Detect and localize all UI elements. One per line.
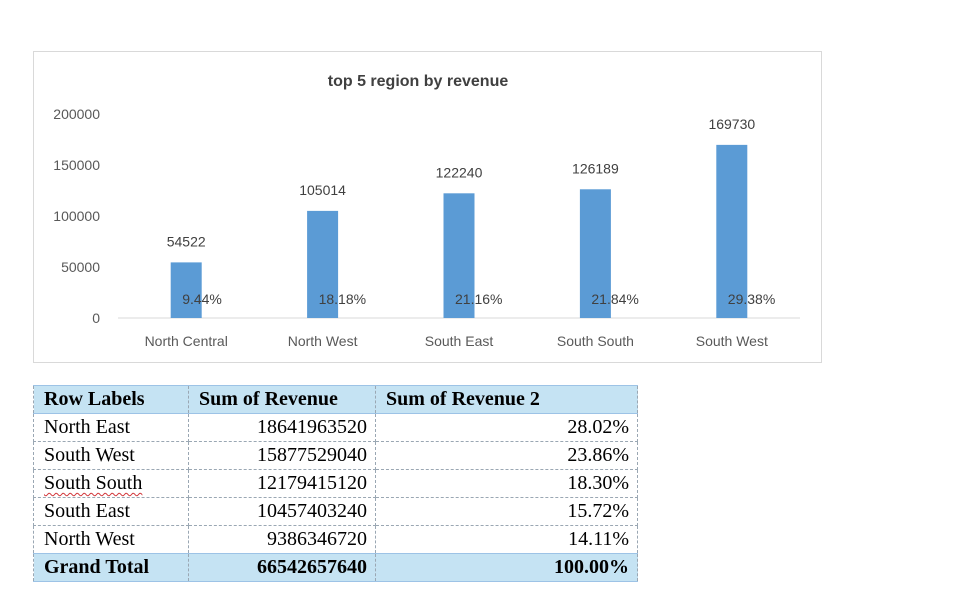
- y-tick-label: 50000: [61, 259, 100, 275]
- column-header[interactable]: Sum of Revenue 2: [375, 385, 638, 414]
- share-cell[interactable]: 23.86%: [375, 441, 638, 470]
- revenue-cell[interactable]: 18641963520: [188, 413, 376, 442]
- column-header[interactable]: Sum of Revenue: [188, 385, 376, 414]
- bar[interactable]: [170, 262, 202, 318]
- table-row: South South 12179415120 18.30%: [33, 469, 638, 498]
- y-axis-ticks: 0 50000 100000 150000 200000: [53, 106, 100, 326]
- table-row: South West 15877529040 23.86%: [33, 441, 638, 470]
- table-row: North East 18641963520 28.02%: [33, 413, 638, 442]
- y-tick-label: 150000: [53, 157, 100, 173]
- row-label-cell[interactable]: South East: [33, 497, 189, 526]
- row-label-cell[interactable]: North West: [33, 525, 189, 554]
- x-tick-label: South East: [425, 333, 494, 349]
- column-header[interactable]: Row Labels: [33, 385, 189, 414]
- x-tick-label: North West: [288, 333, 358, 349]
- x-tick-label: North Central: [145, 333, 228, 349]
- row-label-cell[interactable]: South South: [33, 469, 189, 498]
- bar[interactable]: [716, 144, 748, 318]
- pivot-table: Row Labels Sum of Revenue Sum of Revenue…: [33, 385, 638, 582]
- bar-value-label: 122240: [436, 164, 483, 180]
- row-label-text: South South: [44, 472, 143, 494]
- share-cell[interactable]: 15.72%: [375, 497, 638, 526]
- grand-total-label[interactable]: Grand Total: [33, 553, 189, 582]
- bar-value-label: 105014: [299, 182, 346, 198]
- bar-percent-label: 29.38%: [728, 291, 775, 307]
- x-tick-label: South South: [557, 333, 634, 349]
- bar-value-label: 169730: [708, 116, 755, 132]
- bars-group: 54522 9.44% 105014 18.18% 122240 21.16% 126189…: [167, 116, 775, 318]
- table-row: North West 9386346720 14.11%: [33, 525, 638, 554]
- table-row: South East 10457403240 15.72%: [33, 497, 638, 526]
- table-header-row: Row Labels Sum of Revenue Sum of Revenue…: [33, 385, 638, 414]
- bar-percent-label: 21.16%: [455, 291, 502, 307]
- revenue-cell[interactable]: 12179415120: [188, 469, 376, 498]
- grand-total-share[interactable]: 100.00%: [375, 553, 638, 582]
- bar-value-label: 54522: [167, 233, 206, 249]
- row-label-cell[interactable]: South West: [33, 441, 189, 470]
- chart-title: top 5 region by revenue: [328, 73, 509, 90]
- share-cell[interactable]: 14.11%: [375, 525, 638, 554]
- revenue-cell[interactable]: 15877529040: [188, 441, 376, 470]
- bar-value-label: 126189: [572, 160, 619, 176]
- y-tick-label: 200000: [53, 106, 100, 122]
- grand-total-row: Grand Total 66542657640 100.00%: [33, 553, 638, 582]
- bar-percent-label: 9.44%: [182, 291, 222, 307]
- bar[interactable]: [307, 210, 339, 318]
- y-tick-label: 100000: [53, 208, 100, 224]
- bar[interactable]: [579, 189, 611, 318]
- bar-percent-label: 21.84%: [591, 291, 638, 307]
- grand-total-revenue[interactable]: 66542657640: [188, 553, 376, 582]
- bar-percent-label: 18.18%: [319, 291, 366, 307]
- x-tick-label: South West: [696, 333, 768, 349]
- share-cell[interactable]: 18.30%: [375, 469, 638, 498]
- revenue-cell[interactable]: 9386346720: [188, 525, 376, 554]
- revenue-cell[interactable]: 10457403240: [188, 497, 376, 526]
- chart-area: top 5 region by revenue 0 50000 100000 1500…: [33, 51, 822, 363]
- bar-chart: top 5 region by revenue 0 50000 100000 1500…: [53, 73, 800, 349]
- bar[interactable]: [443, 193, 475, 318]
- x-axis-labels: North Central North West South East South S…: [145, 333, 768, 349]
- row-label-cell[interactable]: North East: [33, 413, 189, 442]
- share-cell[interactable]: 28.02%: [375, 413, 638, 442]
- y-tick-label: 0: [92, 310, 100, 326]
